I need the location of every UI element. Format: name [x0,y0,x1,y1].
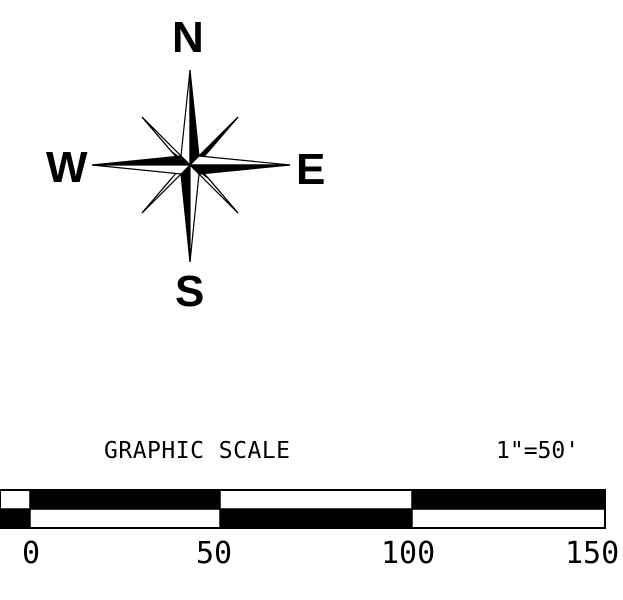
scale-segment [30,490,220,509]
north-label: N [172,13,204,62]
south-label: S [175,267,205,316]
scale-tick-label: 0 [22,536,41,571]
north-arrow: N S W E [46,13,326,316]
compass-rose-icon [91,69,291,263]
scale-ratio: 1"=50' [496,438,580,464]
scale-title: GRAPHIC SCALE [104,438,291,464]
scale-segment [0,509,30,528]
scale-segment [220,509,412,528]
scale-bar [0,489,606,529]
scale-tick-label: 50 [196,536,233,571]
scale-tick-label: 100 [381,536,436,571]
west-label: W [46,143,88,192]
east-label: E [296,145,326,194]
scale-tick-label: 150 [565,536,620,571]
graphic-scale: GRAPHIC SCALE 1"=50' 0 50 100 150 [0,420,623,600]
scale-segment [412,490,605,509]
